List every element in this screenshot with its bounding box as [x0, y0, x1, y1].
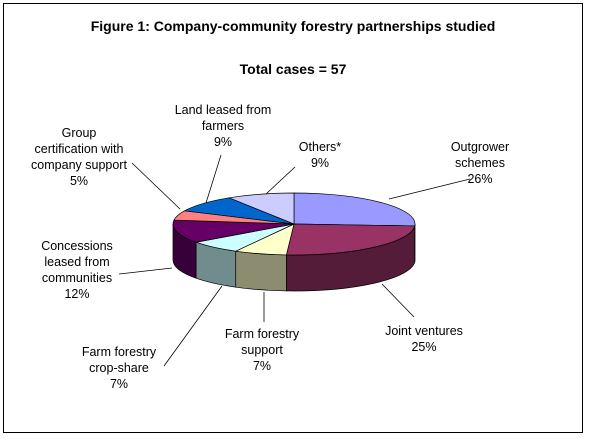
slice-label-joint-ventures: Joint ventures 25% — [385, 324, 463, 354]
slice-label-concessions-leased-from-communities: Concessions leased from communities 12% — [41, 239, 113, 301]
leader-line-joint-ventures — [381, 283, 415, 318]
slice-label-line: Land leased from — [175, 103, 272, 117]
slice-label-line: Concessions — [41, 239, 113, 253]
slice-labels: Outgrower schemes 26% Joint ventures 25% Farm… — [31, 103, 509, 391]
slice-label-line: support — [241, 343, 283, 357]
slice-label-line: leased from — [44, 255, 109, 269]
slice-label-farm-forestry-crop-share: Farm forestry crop-share 7% — [82, 345, 157, 391]
slice-label-line: 12% — [64, 287, 89, 301]
pie-sides — [172, 223, 416, 292]
slice-label-line: Outgrower — [451, 140, 509, 154]
pie-chart: Figure 1: Company-community forestry par… — [31, 18, 509, 391]
chart-frame: Figure 1: Company-community forestry par… — [3, 3, 583, 433]
slice-outgrower-schemes — [293, 192, 416, 227]
leader-line-concessions-leased-from-communities — [118, 267, 173, 275]
slice-label-line: communities — [42, 271, 112, 285]
slice-side-farm-forestry-support — [235, 250, 287, 292]
slice-label-line: 25% — [411, 340, 436, 354]
pie-slices — [172, 192, 416, 256]
leader-lines — [118, 154, 471, 367]
slice-label-line: 9% — [311, 156, 329, 170]
slice-label-line: 7% — [110, 377, 128, 391]
slice-label-line: Others* — [299, 140, 342, 154]
leader-line-others — [265, 166, 296, 195]
slice-others — [227, 192, 295, 225]
slice-label-line: Group — [62, 126, 97, 140]
slice-label-others: Others* 9% — [299, 140, 342, 170]
slice-label-line: 7% — [253, 359, 271, 373]
slice-label-line: Farm forestry — [225, 327, 300, 341]
chart-title: Figure 1: Company-community forestry par… — [91, 18, 496, 34]
slice-label-land-leased-from-farmers: Land leased from farmers 9% — [175, 103, 272, 149]
slice-label-line: crop-share — [89, 361, 149, 375]
slice-label-line: farmers — [202, 119, 244, 133]
leader-line-outgrower-schemes — [388, 178, 471, 200]
slice-concessions-leased-from-communities — [172, 219, 295, 243]
slice-label-line: 9% — [214, 135, 232, 149]
slice-joint-ventures — [285, 223, 416, 256]
slice-label-group-certification-with-company-support: Group certification with company support 5% — [31, 126, 127, 188]
slice-label-line: Joint ventures — [385, 324, 463, 338]
slice-label-line: company support — [31, 158, 127, 172]
chart-subtitle: Total cases = 57 — [240, 61, 347, 77]
slice-label-farm-forestry-support: Farm forestry support 7% — [225, 327, 300, 373]
slice-label-outgrower-schemes: Outgrower schemes 26% — [451, 140, 509, 186]
slice-label-line: 5% — [70, 174, 88, 188]
slice-label-line: Farm forestry — [82, 345, 157, 359]
leader-line-group-certification-with-company-support — [131, 162, 181, 210]
slice-label-line: certification with — [35, 142, 124, 156]
slice-label-line: schemes — [455, 156, 505, 170]
leader-line-land-leased-from-farmers — [205, 154, 222, 204]
slice-label-line: 26% — [467, 172, 492, 186]
leader-line-farm-forestry-crop-share — [163, 285, 223, 367]
